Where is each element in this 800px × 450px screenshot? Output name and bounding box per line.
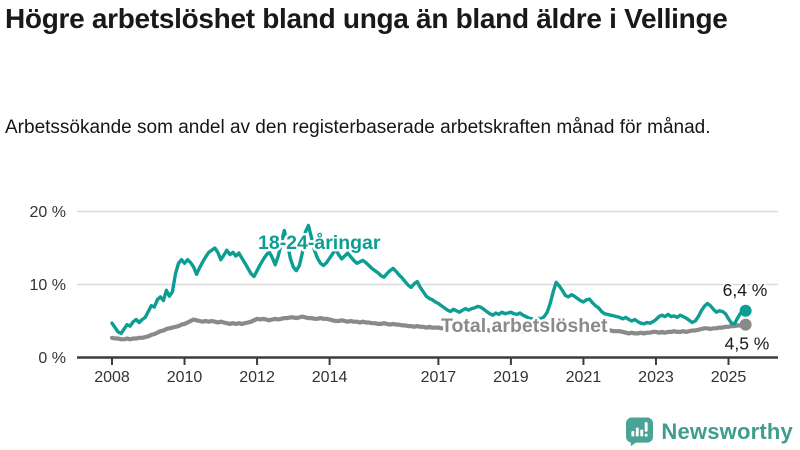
x-tick-label: 2019 [493, 369, 529, 386]
x-tick-label: 2021 [566, 369, 602, 386]
gridlines [77, 210, 778, 359]
y-tick-label: 20 % [30, 204, 66, 221]
x-tick-label: 2010 [167, 369, 203, 386]
x-axis: 2008 2010 2012 2014 2017 2019 2021 2023 2025 [94, 358, 747, 386]
y-tick-label: 10 % [30, 277, 66, 294]
youth-series-label: 18-24-åringar [258, 231, 381, 254]
y-tick-label: 0 % [38, 350, 66, 367]
x-tick-label: 2014 [312, 369, 348, 386]
x-tick-label: 2025 [711, 369, 747, 386]
x-tick-label: 2017 [421, 369, 457, 386]
y-axis-labels: 0 % 10 % 20 % [30, 204, 66, 367]
x-tick-label: 2023 [638, 369, 674, 386]
newsworthy-icon [626, 417, 654, 447]
total-series-line [109, 314, 746, 342]
newsworthy-logo[interactable]: Newsworthy [626, 417, 793, 447]
chart-title: Högre arbetslöshet bland unga än bland ä… [5, 3, 728, 34]
brand-name: Newsworthy [661, 419, 793, 444]
total-end-value-label: 4,5 % [725, 334, 770, 354]
series-lines [109, 223, 746, 342]
series-labels: 18-24-åringar Total arbetslöshet [256, 229, 611, 340]
x-tick-label: 2012 [239, 369, 275, 386]
end-markers [739, 304, 752, 331]
x-tick-label: 2008 [94, 369, 130, 386]
youth-series-line [110, 223, 746, 336]
total-end-dot [739, 318, 752, 331]
end-value-labels: 6,4 % 4,5 % [721, 278, 772, 356]
total-series-label: Total arbetslöshet [441, 315, 608, 337]
youth-end-dot [739, 304, 752, 317]
youth-end-value-label: 6,4 % [723, 280, 768, 300]
chart-subtitle: Arbetssökande som andel av den registerb… [5, 117, 711, 138]
